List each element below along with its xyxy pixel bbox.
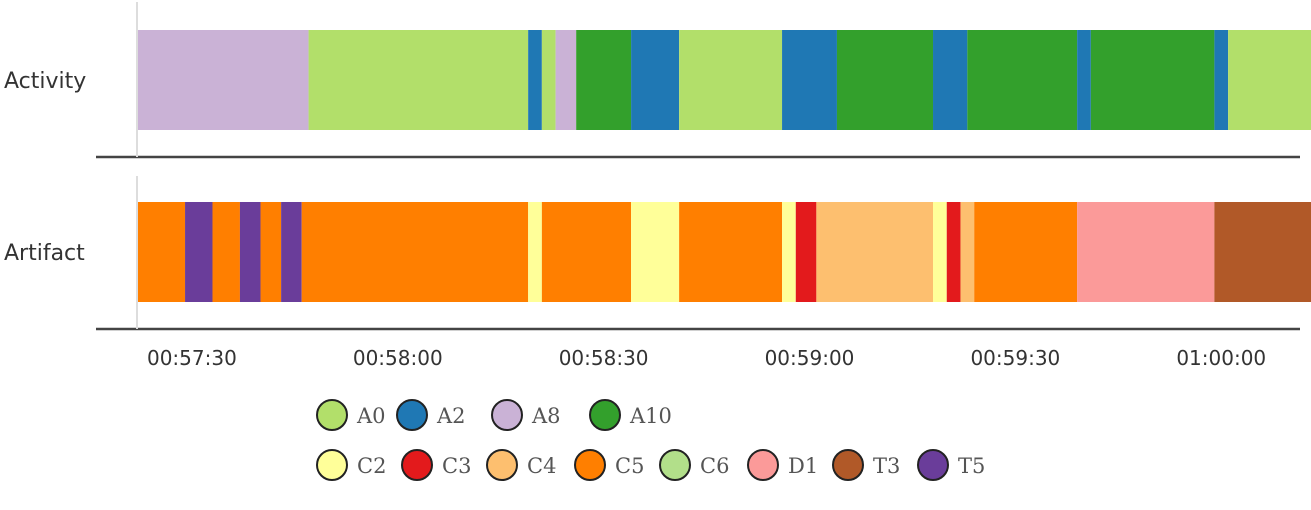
x-tick-label: 00:58:00 [353,346,443,370]
segment-c5 [137,202,186,302]
segment-d1 [1077,202,1215,302]
legend-item-t3: T3 [832,449,900,481]
segment-c2 [782,202,796,302]
legend-label: C5 [615,454,644,478]
segment-a10 [576,30,632,130]
segment-t5 [239,202,261,302]
segment-c3 [946,202,961,302]
legend-swatch [917,449,949,481]
legend-swatch [659,449,691,481]
segment-a2 [1214,30,1229,130]
legend-label: A8 [531,404,561,428]
legend-swatch [316,399,348,431]
legend-item-a0: A0 [316,399,386,431]
segment-c2 [631,202,680,302]
segment-t3 [1214,202,1311,302]
segment-a10 [836,30,934,130]
segment-c5 [974,202,1078,302]
segment-c4 [960,202,975,302]
row-artifact: Artifact [4,176,1311,331]
segment-a0 [679,30,783,130]
x-tick-label: 00:59:30 [970,346,1060,370]
legend-swatch [396,399,428,431]
x-tick-label: 00:58:30 [559,346,649,370]
segment-a2 [1077,30,1091,130]
segment-a0 [308,30,529,130]
legend-swatch [401,449,433,481]
timeline-rows: Activity Artifact [4,2,1311,331]
legend-item-a2: A2 [396,399,466,431]
segment-c2 [528,202,542,302]
segment-c5 [679,202,783,302]
segment-a8 [555,30,577,130]
legend-label: C2 [357,454,386,478]
segment-t5 [185,202,213,302]
legend-label: A10 [629,404,672,428]
legend: A0 A2 A8 A10 C2 C3 C4 C5 C6 D1 T3 T5 [316,399,985,481]
segment-a8 [137,30,309,130]
segment-a10 [1090,30,1215,130]
segment-c5 [212,202,240,302]
legend-swatch [747,449,779,481]
time-axis: 00:57:30 00:58:00 00:58:30 00:59:00 00:59:30… [147,346,1266,370]
segment-a10 [967,30,1078,130]
legend-swatch [491,399,523,431]
legend-swatch [589,399,621,431]
segment-a0 [541,30,556,130]
legend-item-c2: C2 [316,449,386,481]
segment-a2 [528,30,542,130]
legend-label: A0 [356,404,386,428]
x-tick-label: 00:57:30 [147,346,237,370]
legend-item-c4: C4 [486,449,556,481]
legend-item-c3: C3 [401,449,471,481]
legend-item-t5: T5 [917,449,985,481]
legend-swatch [832,449,864,481]
legend-item-d1: D1 [747,449,818,481]
legend-label: C3 [442,454,471,478]
row-activity: Activity [4,2,1311,159]
legend-label: T5 [958,454,985,478]
row-label-artifact: Artifact [4,241,85,266]
segment-a0 [1228,30,1311,130]
segment-t5 [281,202,302,302]
legend-label: D1 [788,454,818,478]
segment-a2 [933,30,968,130]
segment-c5 [301,202,529,302]
legend-label: A2 [436,404,466,428]
segment-c2 [933,202,947,302]
legend-swatch [574,449,606,481]
legend-swatch [486,449,518,481]
legend-swatch [316,449,348,481]
segment-a2 [631,30,680,130]
segment-c5 [260,202,282,302]
legend-item-c5: C5 [574,449,644,481]
segment-c3 [795,202,817,302]
segment-c4 [816,202,934,302]
legend-item-c6: C6 [659,449,729,481]
legend-label: C6 [700,454,729,478]
legend-item-a8: A8 [491,399,561,431]
legend-item-a10: A10 [589,399,672,431]
legend-label: T3 [873,454,900,478]
x-tick-label: 00:59:00 [765,346,855,370]
segment-c5 [541,202,632,302]
row-label-activity: Activity [4,69,86,94]
legend-label: C4 [527,454,556,478]
segment-a2 [782,30,837,130]
x-tick-label: 01:00:00 [1176,346,1266,370]
